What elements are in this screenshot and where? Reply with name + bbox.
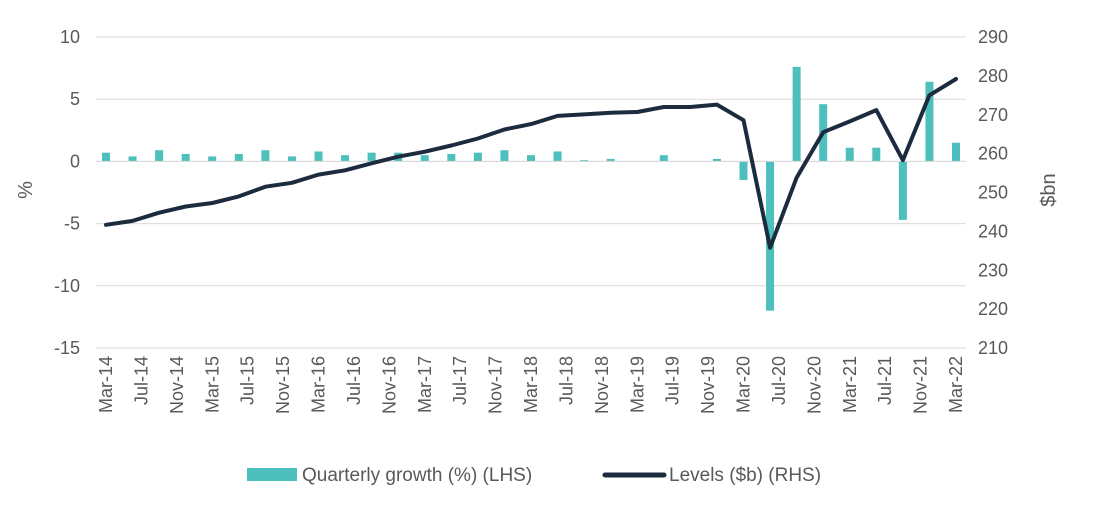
right-tick-label: 250 [978, 183, 1008, 203]
growth-bar [420, 155, 429, 162]
right-tick-label: 290 [978, 27, 1008, 47]
x-tick-label: Mar-20 [734, 356, 754, 413]
growth-bar [261, 150, 270, 162]
x-tick-label: Mar-16 [309, 356, 329, 413]
left-tick-label: 0 [70, 151, 80, 171]
growth-bar [739, 161, 748, 181]
growth-bar [898, 161, 907, 220]
growth-bar [845, 147, 854, 162]
x-tick-label: Jul-14 [131, 356, 151, 405]
x-tick-label: Mar-21 [840, 356, 860, 413]
growth-bar [872, 147, 881, 162]
x-tick-label: Mar-18 [521, 356, 541, 413]
legend-swatch-growth [247, 468, 297, 481]
growth-bar [659, 155, 668, 162]
growth-bar [527, 155, 535, 162]
growth-bar [606, 158, 615, 162]
x-tick-label: Nov-20 [804, 356, 824, 414]
x-tick-label: Nov-21 [911, 356, 931, 414]
growth-bar [208, 156, 217, 162]
left-tick-label: 5 [70, 89, 80, 109]
growth-bar [128, 156, 137, 162]
right-tick-label: 230 [978, 260, 1008, 280]
x-tick-label: Nov-18 [592, 356, 612, 414]
right-axis-ticks: 290 280 270 260 250 240 230 220 210 [978, 27, 1008, 358]
x-tick-label: Jul-17 [450, 356, 470, 405]
left-axis-ticks: 10 5 0 -5 -10 -15 [54, 27, 80, 358]
right-tick-label: 260 [978, 144, 1008, 164]
x-tick-label: Nov-15 [273, 356, 293, 414]
legend-label-growth: Quarterly growth (%) (LHS) [302, 465, 532, 486]
x-tick-label: Jul-16 [344, 356, 364, 405]
growth-bar [234, 153, 243, 162]
left-axis-title: % [15, 181, 37, 199]
x-tick-label: Mar-14 [96, 356, 116, 413]
x-tick-label: Nov-19 [698, 356, 718, 414]
x-tick-label: Jul-18 [556, 356, 576, 405]
levels-line [104, 77, 958, 250]
right-tick-label: 280 [978, 66, 1008, 86]
x-tick-label: Nov-16 [379, 356, 399, 414]
x-tick-label: Mar-15 [202, 356, 222, 413]
x-tick-label: Jul-20 [769, 356, 789, 405]
legend-label-levels: Levels ($b) (RHS) [669, 465, 821, 486]
x-tick-label: Nov-14 [167, 356, 187, 414]
growth-bar [287, 156, 296, 162]
left-tick-label: -15 [54, 338, 80, 358]
x-tick-label: Mar-22 [946, 356, 966, 413]
legend: Quarterly growth (%) (LHS) Levels ($b) (… [247, 465, 821, 486]
growth-bar [925, 81, 934, 162]
right-axis-title: $bn [1038, 173, 1060, 206]
growth-bar [341, 155, 350, 162]
growth-bar [473, 152, 482, 162]
right-tick-label: 210 [978, 338, 1008, 358]
x-tick-label: Mar-17 [415, 356, 435, 413]
x-tick-label: Jul-19 [663, 356, 683, 405]
right-tick-label: 240 [978, 221, 1008, 241]
x-tick-label: Mar-19 [627, 356, 647, 413]
right-tick-label: 220 [978, 299, 1008, 319]
growth-bar [367, 152, 376, 162]
levels-line-layer [104, 77, 958, 250]
right-tick-label: 270 [978, 105, 1008, 125]
growth-bar [712, 158, 721, 162]
x-tick-label: Nov-17 [486, 356, 506, 414]
growth-bar [553, 151, 562, 162]
left-tick-label: 10 [60, 27, 80, 47]
growth-bar [447, 153, 456, 162]
growth-bar [792, 66, 801, 162]
growth-bar [181, 153, 190, 162]
growth-bar [314, 151, 323, 162]
x-tick-label: Jul-15 [238, 356, 258, 405]
gridlines [96, 36, 966, 349]
growth-bars [102, 66, 960, 311]
growth-bar [952, 142, 960, 162]
growth-bar [102, 152, 110, 162]
growth-bar [500, 150, 509, 162]
x-axis-ticks: Mar-14 Jul-14 Nov-14 Mar-15 Jul-15 Nov-15 Mar-… [96, 356, 966, 414]
x-tick-label: Jul-21 [875, 356, 895, 405]
left-tick-label: -5 [64, 214, 80, 234]
left-tick-label: -10 [54, 276, 80, 296]
growth-bar [766, 161, 775, 311]
growth-bar [580, 160, 589, 162]
growth-bar [155, 150, 164, 162]
